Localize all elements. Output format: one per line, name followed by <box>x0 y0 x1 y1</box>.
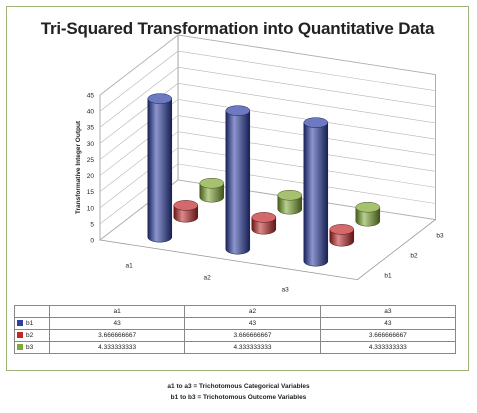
bar-b3-a2 <box>277 189 303 215</box>
data-table-row-label: b1 <box>14 317 50 330</box>
bar-b3-a3 <box>355 201 381 227</box>
bar-body <box>199 182 225 203</box>
bar-body <box>277 194 303 215</box>
bar-top <box>225 105 251 116</box>
y-gridline <box>99 163 436 225</box>
legend-swatch-b1 <box>17 320 23 327</box>
bar-top <box>277 189 303 201</box>
bar-top <box>173 200 199 211</box>
data-table-row-b1: b1 43 43 43 <box>14 317 457 330</box>
y-tick-label: 15 <box>87 189 95 196</box>
bar-b1-a2 <box>225 105 251 255</box>
data-table-cell: 43 <box>48 317 186 330</box>
bar-top <box>199 177 225 189</box>
data-table-col-a3: a3 <box>319 305 457 318</box>
data-table-cell: 43 <box>184 317 321 330</box>
data-table-corner <box>14 305 50 318</box>
data-table-header-row: a1 a2 a3 <box>14 305 457 318</box>
y-axis-title: Transformative Integer Output <box>75 120 82 214</box>
bar-body <box>225 110 251 255</box>
data-table-col-a1: a1 <box>48 305 186 318</box>
data-table-row-b2: b2 3.666666667 3.666666667 3.666666667 <box>14 329 457 342</box>
series-depth-label: b1 <box>384 273 392 280</box>
y-gridline <box>99 147 436 209</box>
y-gridline <box>99 99 436 160</box>
bar-b1-a1 <box>147 93 173 243</box>
bar-b2-a3 <box>329 224 355 247</box>
bar-body <box>147 98 173 243</box>
bar-top <box>303 117 329 128</box>
y-gridline <box>99 115 436 176</box>
chart-title: Tri-Squared Transformation into Quantita… <box>40 19 435 38</box>
bar-top <box>147 93 173 104</box>
series-depth-label: b2 <box>410 253 418 260</box>
data-table-row-label: b3 <box>14 341 50 354</box>
bar-body <box>303 122 329 267</box>
bar-b2-a2 <box>251 212 277 235</box>
series-depth-label: b3 <box>436 233 444 240</box>
y-tick-label: 10 <box>87 205 95 212</box>
y-tick-label: 30 <box>87 141 95 148</box>
data-table-cell: 3.666666667 <box>48 329 186 342</box>
legend-swatch-b3 <box>17 344 23 351</box>
x-category-label: a2 <box>203 274 211 281</box>
data-table-row-b3: b3 4.333333333 4.333333333 4.333333333 <box>14 341 457 354</box>
data-table-col-a2: a2 <box>184 305 321 318</box>
y-tick-label: 45 <box>87 93 95 100</box>
legend-swatch-b2 <box>17 332 23 339</box>
data-table: a1 a2 a3 b1 43 43 43 b2 3.666666667 3.66… <box>14 305 457 354</box>
y-tick-label: 5 <box>90 221 94 228</box>
x-category-label: a1 <box>125 262 133 269</box>
bar-b3-a1 <box>199 177 225 203</box>
data-table-cell: 4.333333333 <box>184 341 321 354</box>
y-tick-label: 0 <box>90 238 94 245</box>
chart-notes: a1 to a3 = Trichotomous Categorical Vari… <box>0 381 477 403</box>
y-tick-label: 35 <box>87 125 95 132</box>
note-outcome: b1 to b3 = Trichotomous Outcome Variable… <box>170 394 307 401</box>
bar-b1-a3 <box>303 117 329 267</box>
bar-b2-a1 <box>173 200 199 223</box>
y-gridline <box>99 34 436 96</box>
note-categorical: a1 to a3 = Trichotomous Categorical Vari… <box>167 383 310 390</box>
bar-top <box>355 201 381 213</box>
y-gridline <box>99 179 436 241</box>
y-gridline <box>99 66 436 128</box>
bar-top <box>251 212 277 223</box>
bar-top <box>329 224 355 235</box>
data-table-row-label: b2 <box>14 329 50 342</box>
x-category-label: a3 <box>281 286 289 293</box>
y-tick-label: 25 <box>87 157 95 164</box>
y-gridline <box>99 50 436 112</box>
data-table-cell: 4.333333333 <box>48 341 186 354</box>
data-table-cell: 43 <box>319 317 457 330</box>
y-gridline <box>99 131 436 192</box>
data-table-cell: 4.333333333 <box>319 341 457 354</box>
y-gridline <box>99 83 436 144</box>
bar-body <box>355 206 381 227</box>
data-table-cell: 3.666666667 <box>184 329 321 342</box>
data-table-cell: 3.666666667 <box>319 329 457 342</box>
y-tick-label: 20 <box>87 173 95 180</box>
y-tick-label: 40 <box>87 109 95 116</box>
